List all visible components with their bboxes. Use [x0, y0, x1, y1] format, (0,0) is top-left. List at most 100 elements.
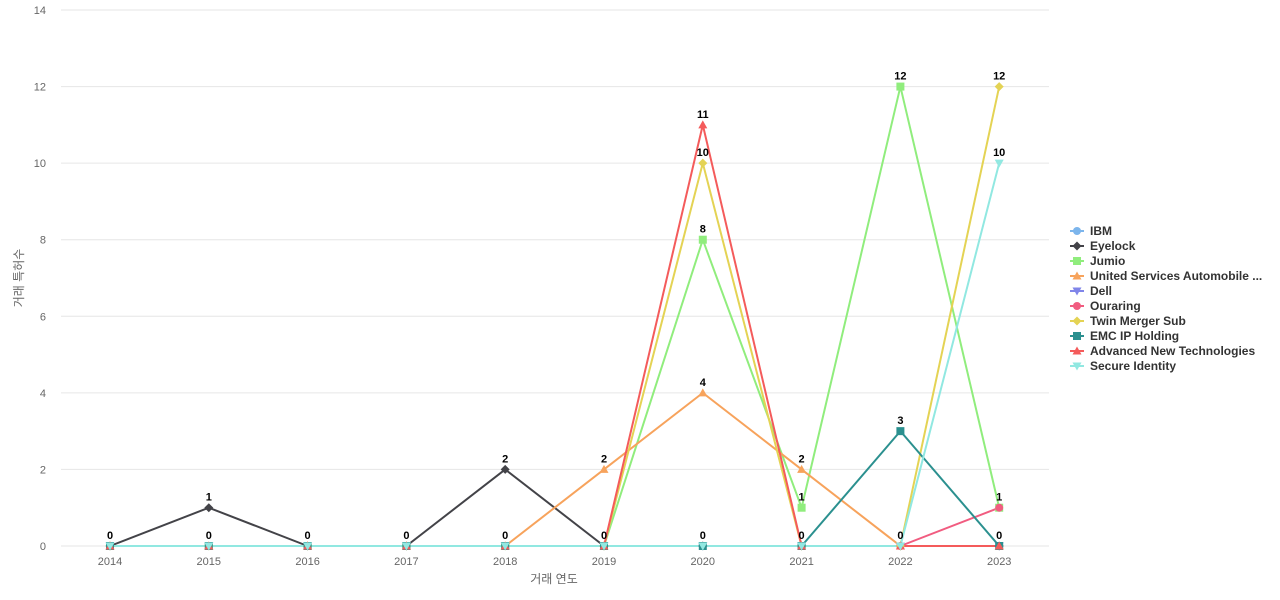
x-tick-label: 2016: [295, 556, 319, 568]
x-tick-label: 2020: [691, 556, 715, 568]
legend-marker-icon[interactable]: [1072, 316, 1082, 326]
series-line-advanced-new-technologies[interactable]: [110, 123, 1000, 547]
data-label: 4: [700, 377, 707, 389]
x-tick-label: 2018: [493, 556, 517, 568]
data-point-secure-identity[interactable]: [994, 159, 1004, 168]
data-point-secure-identity[interactable]: [401, 542, 411, 551]
x-tick-label: 2019: [592, 556, 616, 568]
data-label: 1: [206, 492, 212, 504]
data-label: 12: [993, 71, 1005, 83]
series-markers: [105, 82, 1004, 551]
data-point-secure-identity[interactable]: [599, 542, 609, 551]
data-point-jumio[interactable]: [698, 235, 707, 244]
series-line-secure-identity[interactable]: [110, 162, 1001, 547]
legend-marker-icon[interactable]: [1073, 227, 1081, 235]
data-point-jumio[interactable]: [896, 82, 905, 91]
legend-label: United Services Automobile ...: [1090, 269, 1262, 283]
legend-label: Advanced New Technologies: [1090, 344, 1255, 358]
data-label: 0: [601, 530, 607, 542]
data-point-secure-identity[interactable]: [204, 542, 214, 551]
data-label: 10: [993, 147, 1005, 159]
data-point-eyelock[interactable]: [204, 503, 214, 513]
data-label: 0: [206, 530, 212, 542]
data-point-secure-identity[interactable]: [105, 542, 115, 551]
legend-marker-icon[interactable]: [1073, 302, 1081, 310]
data-point-emc-ip-holding[interactable]: [896, 427, 905, 436]
data-label: 1: [996, 492, 1002, 504]
x-tick-label: 2017: [394, 556, 418, 568]
legend-item-jumio[interactable]: Jumio: [1070, 254, 1125, 268]
series-line-emc-ip-holding[interactable]: [110, 430, 1000, 547]
legend-marker-icon[interactable]: [1072, 287, 1082, 296]
x-tick-label: 2023: [987, 556, 1011, 568]
data-label: 8: [700, 224, 706, 236]
data-label: 0: [403, 530, 409, 542]
x-axis: 2014 2015 2016 2017 2018 2019 2020 2021 2022 2023: [98, 556, 1012, 568]
data-label: 0: [305, 530, 311, 542]
legend-item-ibm[interactable]: IBM: [1070, 224, 1112, 238]
legend-marker-icon[interactable]: [1073, 257, 1081, 265]
legend-item-emc-ip-holding[interactable]: EMC IP Holding: [1070, 329, 1179, 343]
legend-item-dell[interactable]: Dell: [1070, 284, 1112, 298]
data-point-ouraring[interactable]: [995, 503, 1004, 512]
data-label: 12: [894, 71, 906, 83]
y-axis-title: 거래 특허수: [12, 249, 26, 308]
legend-marker-icon[interactable]: [1072, 271, 1082, 280]
data-point-twin-merger-sub[interactable]: [698, 158, 708, 168]
legend-label: Ouraring: [1090, 299, 1141, 313]
data-point-advanced-new-technologies[interactable]: [994, 541, 1004, 550]
x-tick-label: 2022: [888, 556, 912, 568]
data-point-united-services-automobile[interactable]: [797, 464, 807, 473]
legend-label: Secure Identity: [1090, 359, 1176, 373]
legend-label: EMC IP Holding: [1090, 329, 1179, 343]
data-label: 0: [107, 530, 113, 542]
data-label: 0: [502, 530, 508, 542]
data-point-secure-identity[interactable]: [797, 542, 807, 551]
data-label: 0: [996, 530, 1002, 542]
legend-item-ouraring[interactable]: Ouraring: [1070, 299, 1141, 313]
legend-marker-icon[interactable]: [1073, 332, 1081, 340]
x-axis-title: 거래 연도: [530, 572, 578, 586]
y-tick-label: 12: [34, 82, 46, 94]
y-axis: 0 2 4 6 8 10 12 14: [34, 5, 46, 553]
legend-item-advanced-new-technologies[interactable]: Advanced New Technologies: [1070, 344, 1255, 358]
y-tick-label: 14: [34, 5, 46, 17]
data-point-secure-identity[interactable]: [303, 542, 313, 551]
data-label: 0: [799, 530, 805, 542]
legend-item-secure-identity[interactable]: Secure Identity: [1070, 359, 1176, 373]
data-label: 2: [799, 453, 805, 465]
data-point-secure-identity[interactable]: [698, 542, 708, 551]
data-label: 1: [799, 492, 805, 504]
legend-label: Eyelock: [1090, 239, 1136, 253]
legend-marker-icon[interactable]: [1072, 346, 1082, 355]
y-tick-label: 4: [40, 388, 46, 400]
data-point-jumio[interactable]: [797, 503, 806, 512]
y-tick-label: 6: [40, 311, 46, 323]
grid-lines: [61, 9, 1049, 547]
legend-marker-icon[interactable]: [1072, 241, 1082, 251]
data-point-eyelock[interactable]: [500, 464, 510, 474]
data-point-united-services-automobile[interactable]: [599, 464, 609, 473]
legend-label: Dell: [1090, 284, 1112, 298]
legend-item-eyelock[interactable]: Eyelock: [1070, 239, 1136, 253]
x-tick-label: 2015: [197, 556, 221, 568]
y-tick-label: 0: [40, 541, 46, 553]
series-line-ouraring[interactable]: [110, 506, 1000, 547]
legend-item-united-services-automobile[interactable]: United Services Automobile ...: [1070, 269, 1262, 283]
legend-marker-icon[interactable]: [1072, 362, 1082, 371]
data-point-secure-identity[interactable]: [895, 542, 905, 551]
data-label: 10: [697, 147, 709, 159]
data-point-secure-identity[interactable]: [500, 542, 510, 551]
y-tick-label: 10: [34, 158, 46, 170]
data-label: 11: [697, 109, 709, 121]
data-point-united-services-automobile[interactable]: [698, 388, 708, 397]
x-tick-label: 2021: [789, 556, 813, 568]
data-point-advanced-new-technologies[interactable]: [698, 120, 708, 129]
data-point-twin-merger-sub[interactable]: [994, 82, 1004, 92]
legend-label: Jumio: [1090, 254, 1125, 268]
legend-item-twin-merger-sub[interactable]: Twin Merger Sub: [1070, 314, 1186, 328]
